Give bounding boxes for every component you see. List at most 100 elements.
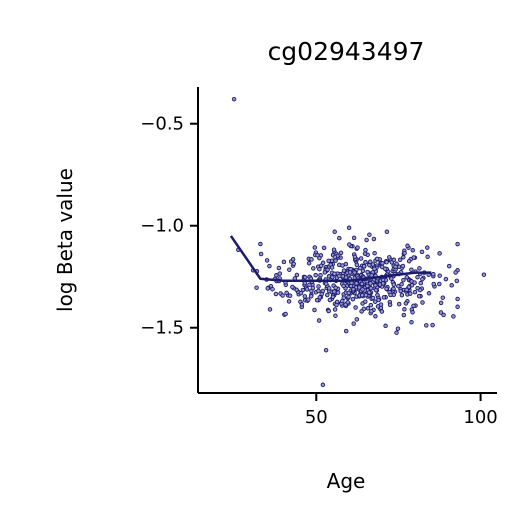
- data-point: [399, 282, 404, 287]
- data-point: [409, 267, 414, 272]
- data-point: [431, 271, 436, 277]
- data-point: [370, 295, 376, 301]
- data-point: [401, 255, 406, 260]
- data-point: [383, 323, 388, 329]
- data-point: [323, 347, 329, 353]
- data-point: [384, 259, 389, 265]
- data-point: [326, 286, 332, 291]
- data-point: [273, 291, 279, 297]
- data-point: [354, 317, 360, 322]
- data-point: [231, 96, 237, 102]
- data-point: [419, 249, 425, 255]
- data-point: [317, 266, 322, 272]
- data-point: [361, 263, 367, 269]
- data-point: [332, 229, 337, 235]
- data-point: [338, 250, 344, 256]
- data-point: [326, 308, 331, 314]
- data-point: [394, 330, 399, 335]
- data-point: [404, 287, 409, 293]
- data-point: [317, 295, 323, 300]
- data-point: [315, 252, 320, 258]
- data-point: [360, 287, 365, 292]
- data-point: [425, 245, 430, 250]
- data-point: [387, 255, 392, 260]
- x-tick-label: 100: [463, 407, 497, 428]
- data-point: [387, 302, 393, 308]
- data-point: [391, 257, 397, 263]
- data-point: [320, 288, 326, 294]
- data-point: [340, 274, 346, 279]
- data-point: [326, 258, 331, 264]
- data-point: [276, 265, 282, 271]
- data-point: [351, 287, 356, 292]
- data-point: [352, 270, 357, 275]
- data-point: [357, 265, 363, 271]
- data-point: [354, 262, 360, 268]
- data-point: [406, 258, 412, 264]
- data-point: [291, 261, 296, 267]
- data-point: [363, 247, 368, 253]
- data-point: [316, 288, 321, 294]
- data-point: [353, 305, 358, 310]
- data-point: [286, 299, 292, 304]
- data-point: [405, 243, 410, 249]
- data-point: [332, 307, 338, 312]
- data-point: [290, 257, 296, 262]
- data-point: [280, 293, 285, 298]
- data-point: [354, 281, 359, 286]
- data-point: [335, 290, 341, 295]
- data-point: [368, 286, 374, 291]
- data-point: [451, 314, 456, 319]
- data-point: [438, 310, 444, 315]
- x-tick-label: 50: [305, 407, 328, 428]
- data-point: [455, 241, 460, 247]
- data-point: [300, 287, 306, 293]
- data-point: [446, 263, 452, 269]
- data-point: [346, 294, 351, 300]
- data-point: [355, 245, 360, 250]
- data-point: [306, 261, 312, 266]
- data-point: [277, 271, 283, 276]
- data-point: [420, 300, 425, 305]
- data-point: [375, 292, 380, 298]
- data-point: [380, 281, 386, 286]
- data-point: [425, 254, 430, 260]
- data-point: [358, 256, 364, 261]
- data-point: [384, 229, 390, 235]
- data-point: [441, 312, 446, 318]
- data-point: [337, 235, 342, 241]
- chart-title: cg02943497: [268, 37, 425, 66]
- data-point: [417, 266, 422, 271]
- data-point: [357, 285, 362, 290]
- data-point: [411, 255, 417, 260]
- data-point: [318, 272, 323, 278]
- data-point: [365, 269, 370, 275]
- data-point: [373, 283, 378, 288]
- data-point: [372, 299, 378, 304]
- data-point: [287, 293, 293, 298]
- trend-line: [229, 235, 432, 283]
- data-point: [380, 260, 385, 266]
- data-point: [416, 293, 422, 299]
- data-point: [382, 266, 388, 272]
- data-point: [258, 241, 263, 247]
- data-point: [388, 292, 393, 298]
- data-point: [393, 264, 398, 270]
- data-point: [270, 286, 275, 292]
- data-point: [368, 302, 374, 308]
- data-point: [331, 247, 337, 252]
- y-axis-title: log Beta value: [53, 168, 77, 312]
- data-point: [437, 281, 442, 287]
- data-point: [316, 318, 322, 323]
- data-point: [367, 290, 372, 295]
- data-point: [454, 278, 460, 284]
- data-point: [438, 300, 444, 306]
- data-point: [418, 280, 424, 286]
- data-point: [350, 296, 356, 302]
- data-point: [401, 277, 406, 283]
- data-point: [391, 286, 396, 291]
- data-point: [341, 268, 347, 273]
- data-point: [323, 281, 329, 286]
- data-point: [369, 308, 374, 314]
